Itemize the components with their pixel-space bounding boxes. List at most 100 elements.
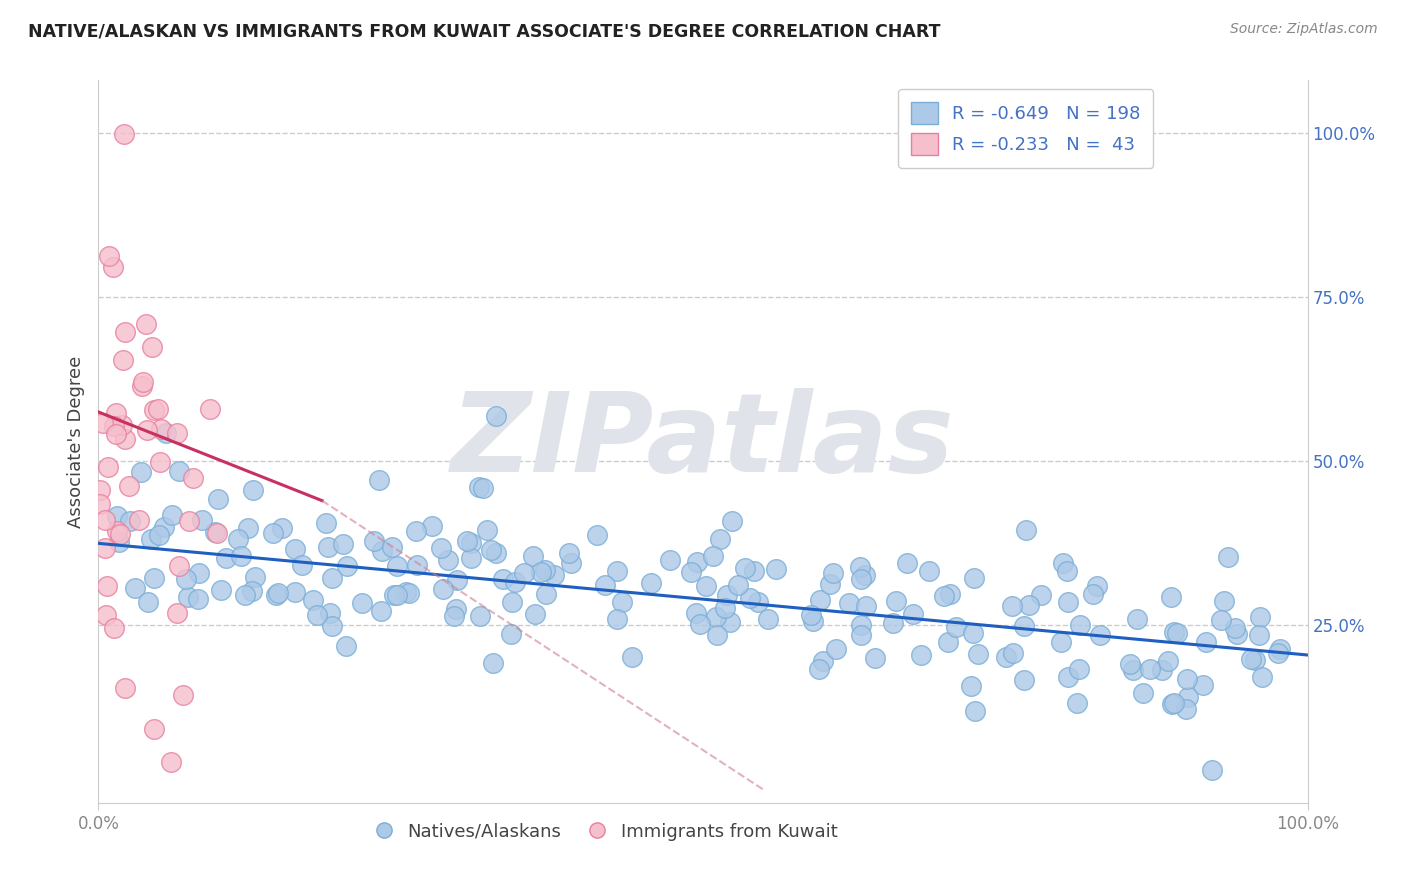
Point bbox=[945, 620, 967, 634]
Point bbox=[432, 582, 454, 596]
Point bbox=[111, 418, 134, 433]
Point bbox=[855, 599, 877, 614]
Point bbox=[734, 561, 756, 575]
Point bbox=[209, 582, 232, 597]
Point bbox=[1174, 701, 1197, 715]
Point bbox=[714, 600, 737, 615]
Point bbox=[370, 604, 392, 618]
Point bbox=[1249, 628, 1271, 642]
Point bbox=[1050, 635, 1073, 649]
Point bbox=[1268, 642, 1291, 657]
Point bbox=[233, 588, 256, 602]
Point bbox=[1160, 591, 1182, 605]
Point bbox=[103, 621, 125, 635]
Point bbox=[963, 571, 986, 585]
Point bbox=[853, 568, 876, 582]
Point bbox=[155, 426, 177, 441]
Point bbox=[882, 615, 904, 630]
Point bbox=[530, 566, 553, 580]
Point bbox=[1166, 625, 1188, 640]
Point bbox=[321, 571, 343, 585]
Point bbox=[142, 723, 165, 737]
Point bbox=[727, 578, 749, 592]
Point bbox=[124, 582, 146, 596]
Point bbox=[704, 609, 727, 624]
Point bbox=[1175, 672, 1198, 686]
Point bbox=[1085, 579, 1108, 593]
Point bbox=[513, 566, 536, 580]
Point bbox=[318, 607, 340, 621]
Point bbox=[1012, 673, 1035, 687]
Point bbox=[266, 586, 288, 600]
Point bbox=[1157, 654, 1180, 668]
Point bbox=[437, 553, 460, 567]
Point bbox=[686, 555, 709, 569]
Point bbox=[585, 528, 607, 542]
Point bbox=[384, 588, 406, 602]
Point bbox=[1223, 621, 1246, 635]
Point bbox=[446, 573, 468, 587]
Point bbox=[284, 542, 307, 557]
Point bbox=[315, 516, 337, 531]
Point bbox=[169, 558, 191, 573]
Text: Source: ZipAtlas.com: Source: ZipAtlas.com bbox=[1230, 22, 1378, 37]
Point bbox=[1251, 670, 1274, 684]
Point bbox=[97, 460, 120, 475]
Point bbox=[1001, 599, 1024, 614]
Point bbox=[1216, 549, 1239, 564]
Point bbox=[485, 546, 508, 560]
Point bbox=[716, 588, 738, 602]
Point bbox=[215, 551, 238, 566]
Point bbox=[367, 473, 389, 487]
Point bbox=[1018, 599, 1040, 613]
Point bbox=[477, 523, 499, 537]
Point bbox=[105, 406, 128, 420]
Point bbox=[910, 648, 932, 663]
Point bbox=[336, 558, 359, 573]
Point bbox=[903, 607, 925, 622]
Point bbox=[118, 478, 141, 492]
Point bbox=[153, 520, 176, 534]
Point bbox=[820, 577, 842, 591]
Point bbox=[332, 537, 354, 551]
Text: ZIPatlas: ZIPatlas bbox=[451, 388, 955, 495]
Point bbox=[1067, 662, 1090, 676]
Point bbox=[821, 566, 844, 580]
Point bbox=[918, 564, 941, 578]
Point bbox=[742, 565, 765, 579]
Point bbox=[236, 521, 259, 535]
Point bbox=[190, 513, 212, 527]
Point bbox=[560, 556, 582, 570]
Point bbox=[706, 628, 728, 642]
Point bbox=[96, 579, 118, 593]
Point bbox=[91, 417, 114, 431]
Point bbox=[89, 483, 111, 497]
Point bbox=[738, 591, 761, 605]
Point bbox=[150, 422, 173, 436]
Point bbox=[522, 549, 544, 563]
Text: NATIVE/ALASKAN VS IMMIGRANTS FROM KUWAIT ASSOCIATE'S DEGREE CORRELATION CHART: NATIVE/ALASKAN VS IMMIGRANTS FROM KUWAIT… bbox=[28, 22, 941, 40]
Point bbox=[472, 481, 495, 495]
Point bbox=[129, 465, 152, 479]
Point bbox=[263, 525, 285, 540]
Point bbox=[863, 651, 886, 665]
Point bbox=[316, 540, 339, 554]
Point bbox=[107, 535, 129, 549]
Point bbox=[112, 127, 135, 141]
Point bbox=[174, 572, 197, 586]
Point bbox=[98, 249, 121, 263]
Point bbox=[444, 601, 467, 615]
Point bbox=[1132, 686, 1154, 700]
Point bbox=[1161, 697, 1184, 711]
Point bbox=[1267, 646, 1289, 660]
Point bbox=[204, 525, 226, 540]
Point bbox=[135, 423, 157, 437]
Point bbox=[136, 595, 159, 609]
Point bbox=[240, 584, 263, 599]
Point bbox=[640, 575, 662, 590]
Point bbox=[1177, 690, 1199, 705]
Point bbox=[301, 592, 323, 607]
Point bbox=[166, 606, 188, 620]
Point bbox=[264, 588, 287, 602]
Point bbox=[824, 642, 846, 657]
